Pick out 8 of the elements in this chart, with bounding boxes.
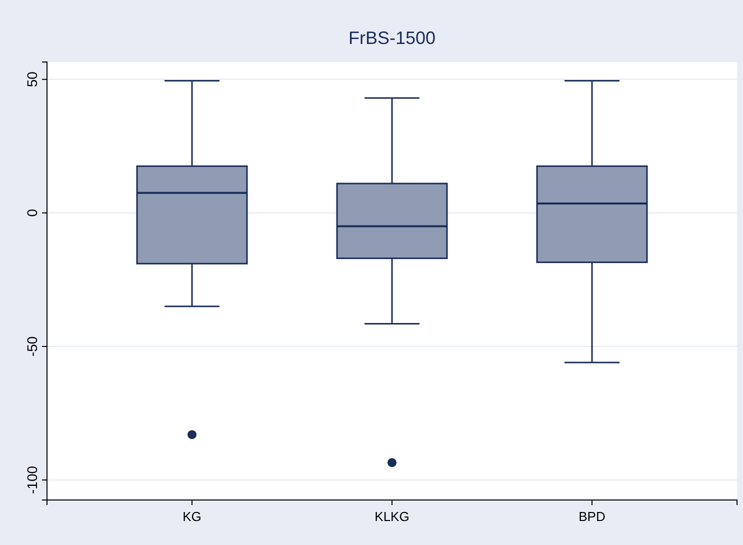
x-tick-label: KG	[182, 509, 202, 524]
chart-title: FrBS-1500	[348, 28, 436, 48]
y-tick-label: -50	[24, 336, 40, 357]
y-tick-label: 0	[24, 208, 40, 217]
x-tick-label: KLKG	[374, 509, 410, 524]
y-tick-label: -100	[24, 466, 40, 494]
x-tick-label: BPD	[578, 509, 606, 524]
y-tick-label: 50	[24, 71, 40, 88]
